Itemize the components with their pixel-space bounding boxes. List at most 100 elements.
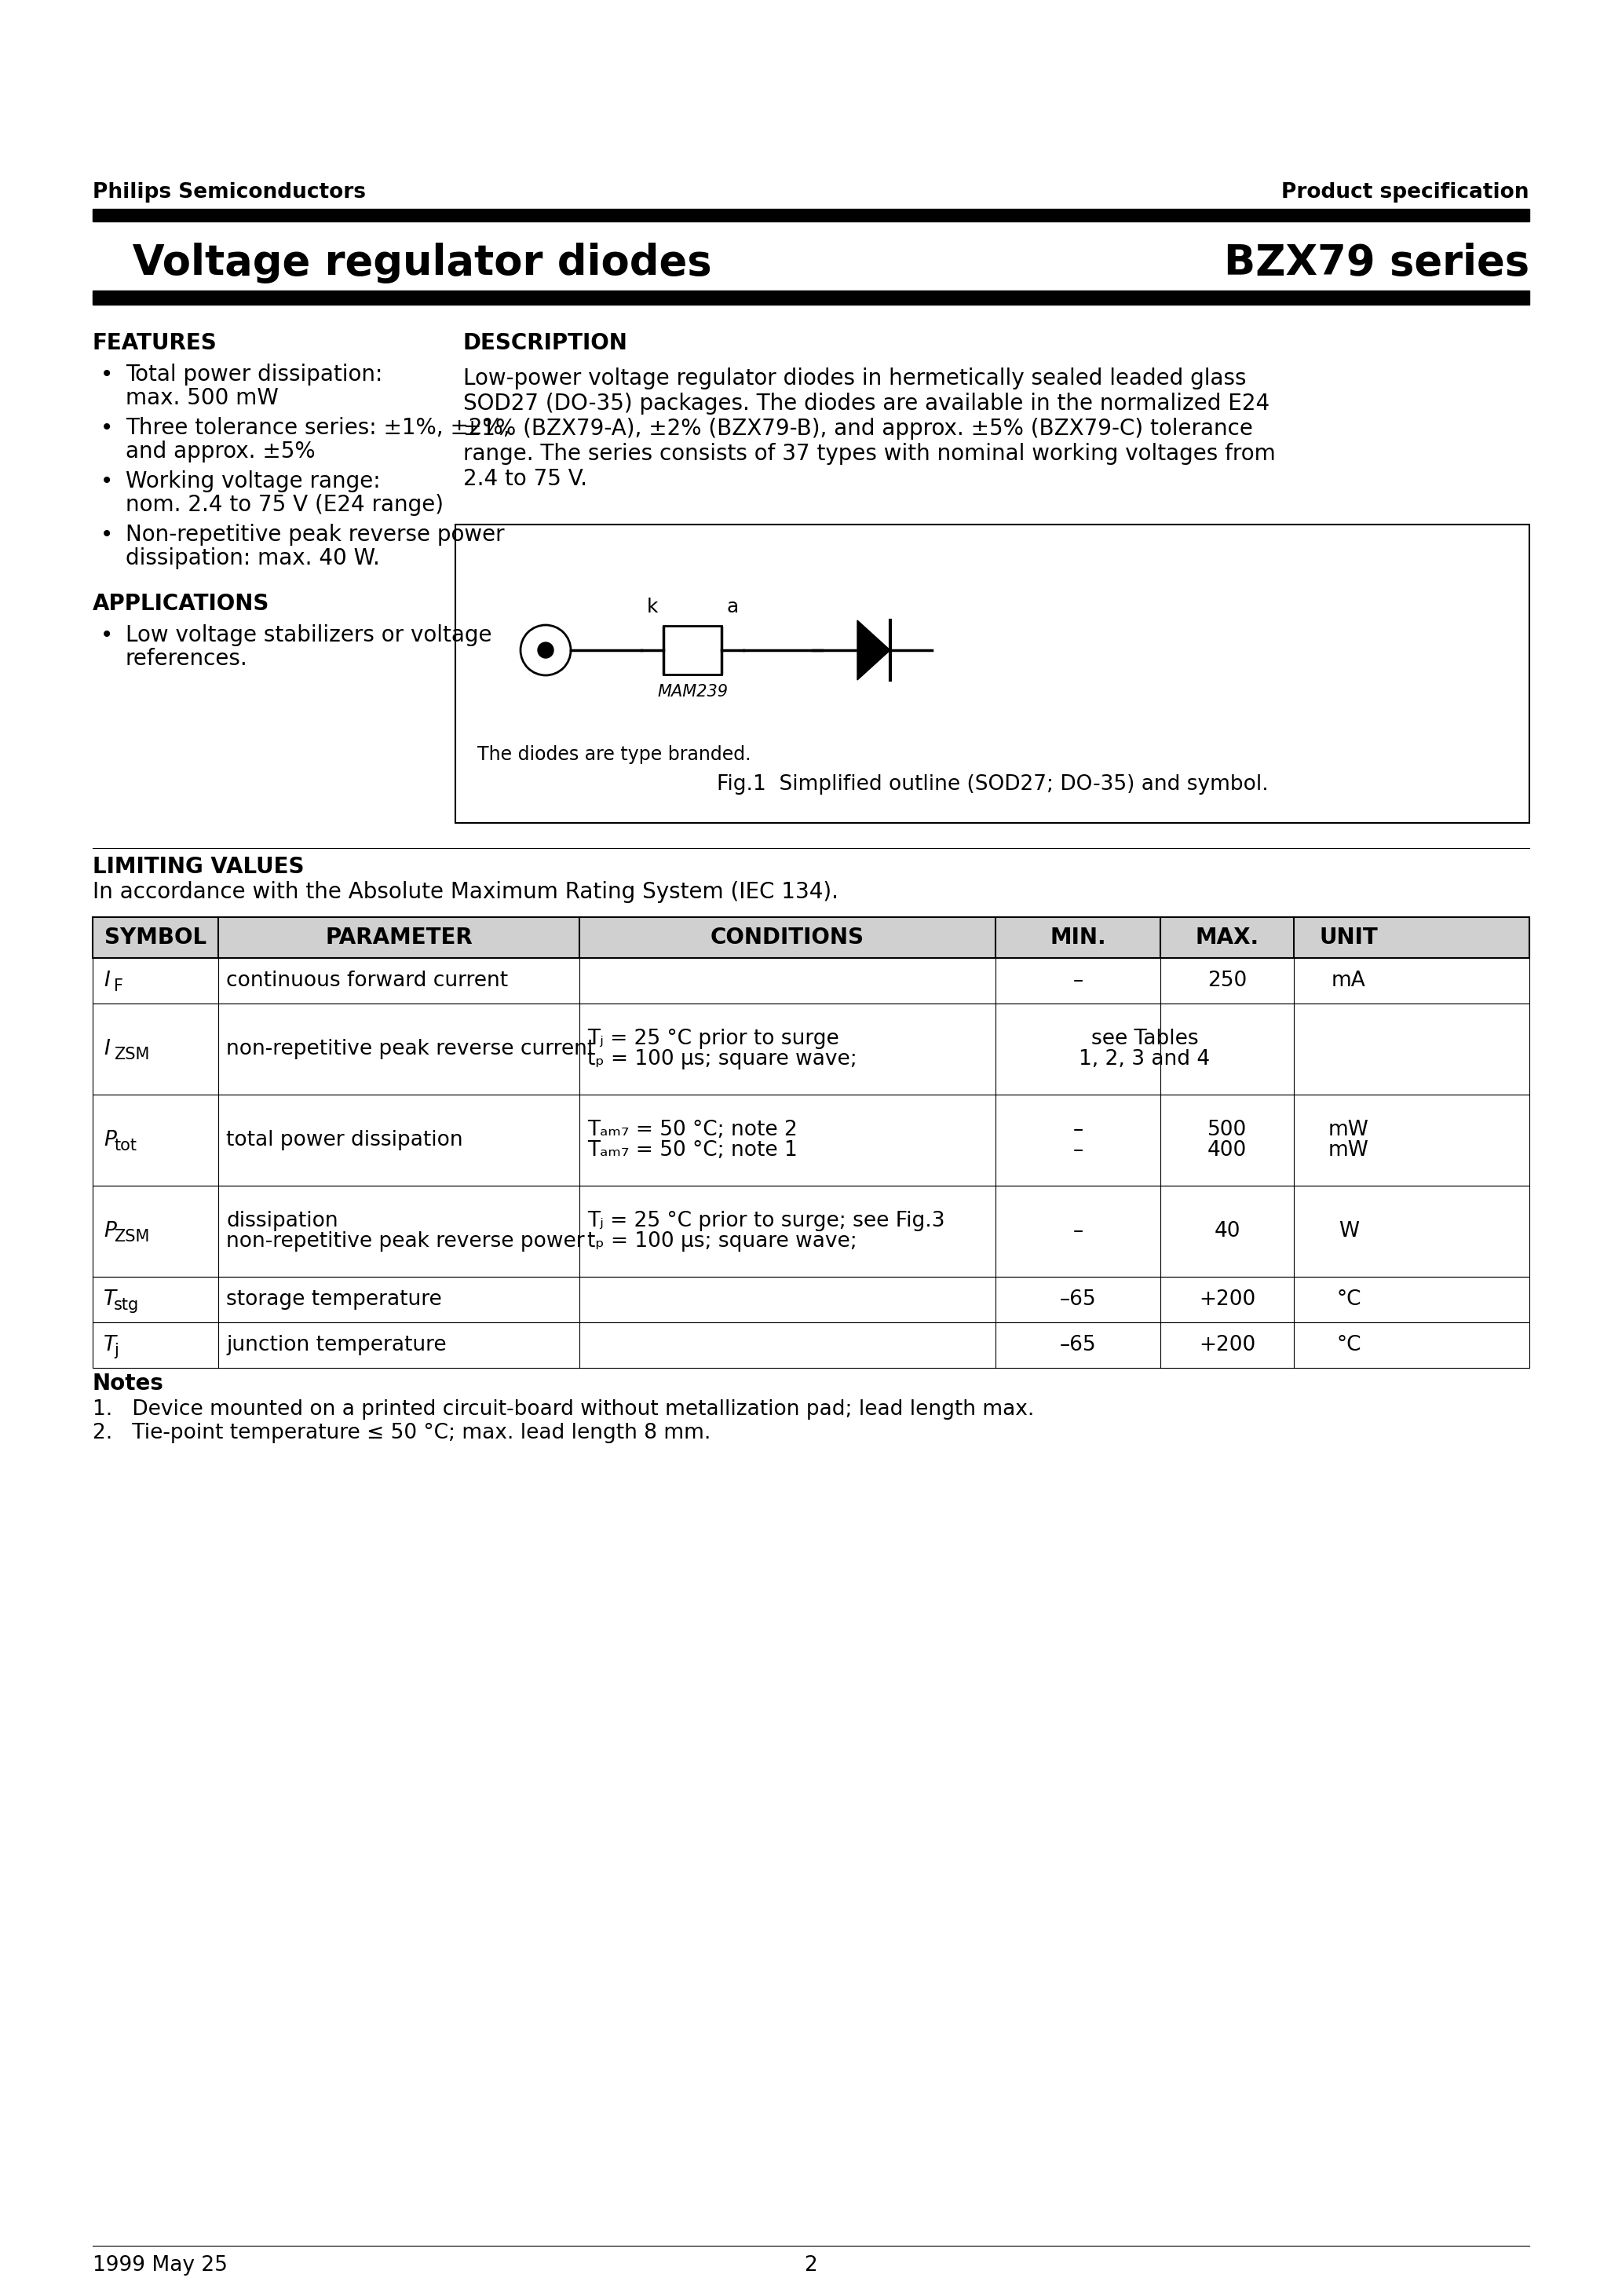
Text: •: • <box>101 418 114 439</box>
Text: Tⱼ = 25 °C prior to surge; see Fig.3: Tⱼ = 25 °C prior to surge; see Fig.3 <box>587 1210 946 1231</box>
Text: UNIT: UNIT <box>1319 928 1379 948</box>
Text: 1999 May 25: 1999 May 25 <box>92 2255 227 2275</box>
Text: +200: +200 <box>1199 1334 1255 1355</box>
Text: I: I <box>104 1038 110 1058</box>
Text: –65: –65 <box>1059 1334 1096 1355</box>
Text: Product specification: Product specification <box>1281 181 1530 202</box>
Text: 1, 2, 3 and 4: 1, 2, 3 and 4 <box>1079 1049 1210 1070</box>
Text: tot: tot <box>114 1139 136 1153</box>
Text: tₚ = 100 μs; square wave;: tₚ = 100 μs; square wave; <box>587 1049 856 1070</box>
Text: 400: 400 <box>1207 1141 1247 1159</box>
Text: Tⱼ = 25 °C prior to surge: Tⱼ = 25 °C prior to surge <box>587 1029 839 1049</box>
Text: 250: 250 <box>1207 971 1247 992</box>
Text: storage temperature: storage temperature <box>225 1290 441 1309</box>
Text: MAX.: MAX. <box>1195 928 1259 948</box>
Text: APPLICATIONS: APPLICATIONS <box>92 592 269 615</box>
Text: tₚ = 100 μs; square wave;: tₚ = 100 μs; square wave; <box>587 1231 856 1251</box>
Text: Tₐₘ₇ = 50 °C; note 2: Tₐₘ₇ = 50 °C; note 2 <box>587 1120 798 1141</box>
Text: –: – <box>1072 1120 1083 1141</box>
Text: Tₐₘ₇ = 50 °C; note 1: Tₐₘ₇ = 50 °C; note 1 <box>587 1141 798 1159</box>
Bar <box>92 1003 1530 1095</box>
Text: 1.   Device mounted on a printed circuit-board without metallization pad; lead l: 1. Device mounted on a printed circuit-b… <box>92 1398 1035 1419</box>
Bar <box>92 957 1530 1003</box>
Text: LIMITING VALUES: LIMITING VALUES <box>92 856 305 877</box>
Text: mW: mW <box>1328 1141 1369 1159</box>
Text: dissipation: max. 40 W.: dissipation: max. 40 W. <box>125 546 380 569</box>
Text: PARAMETER: PARAMETER <box>324 928 472 948</box>
Text: °C: °C <box>1337 1290 1361 1309</box>
Bar <box>92 1095 1530 1185</box>
Text: see Tables: see Tables <box>1092 1029 1199 1049</box>
Text: references.: references. <box>125 647 248 670</box>
Text: In accordance with the Absolute Maximum Rating System (IEC 134).: In accordance with the Absolute Maximum … <box>92 882 839 902</box>
Text: Working voltage range:: Working voltage range: <box>125 471 381 491</box>
Bar <box>92 1277 1530 1322</box>
Circle shape <box>539 643 553 659</box>
Text: CONDITIONS: CONDITIONS <box>710 928 865 948</box>
Text: W: W <box>1338 1221 1359 1242</box>
Text: ZSM: ZSM <box>114 1047 149 1063</box>
Text: –: – <box>1072 1221 1083 1242</box>
Text: ZSM: ZSM <box>114 1228 149 1244</box>
Bar <box>92 916 1530 957</box>
Text: non-repetitive peak reverse current: non-repetitive peak reverse current <box>225 1038 595 1058</box>
Text: nom. 2.4 to 75 V (E24 range): nom. 2.4 to 75 V (E24 range) <box>125 494 443 517</box>
Bar <box>92 916 1530 957</box>
Text: non-repetitive peak reverse power: non-repetitive peak reverse power <box>225 1231 584 1251</box>
Text: 2: 2 <box>805 2255 817 2275</box>
Text: Total power dissipation:: Total power dissipation: <box>125 363 383 386</box>
Text: °C: °C <box>1337 1334 1361 1355</box>
Text: Low-power voltage regulator diodes in hermetically sealed leaded glass: Low-power voltage regulator diodes in he… <box>464 367 1246 390</box>
Text: T: T <box>104 1290 117 1309</box>
Text: stg: stg <box>114 1297 139 1313</box>
Text: MIN.: MIN. <box>1049 928 1106 948</box>
Text: Voltage regulator diodes: Voltage regulator diodes <box>104 243 712 282</box>
Text: P: P <box>104 1130 117 1150</box>
Text: MAM239: MAM239 <box>657 684 728 700</box>
Bar <box>92 1322 1530 1368</box>
Text: ±1% (BZX79-A), ±2% (BZX79-B), and approx. ±5% (BZX79-C) tolerance: ±1% (BZX79-A), ±2% (BZX79-B), and approx… <box>464 418 1252 441</box>
Text: Three tolerance series: ±1%, ±2%,: Three tolerance series: ±1%, ±2%, <box>125 418 509 439</box>
Text: j: j <box>114 1343 118 1359</box>
Text: Fig.1  Simplified outline (SOD27; DO-35) and symbol.: Fig.1 Simplified outline (SOD27; DO-35) … <box>717 774 1268 794</box>
Text: +200: +200 <box>1199 1290 1255 1309</box>
Text: and approx. ±5%: and approx. ±5% <box>125 441 315 461</box>
Text: a: a <box>727 597 738 615</box>
Text: •: • <box>101 625 114 645</box>
Text: FEATURES: FEATURES <box>92 333 217 354</box>
Text: –: – <box>1072 971 1083 992</box>
Text: I: I <box>104 971 110 992</box>
Text: •: • <box>101 363 114 386</box>
Text: 2.   Tie-point temperature ≤ 50 °C; max. lead length 8 mm.: 2. Tie-point temperature ≤ 50 °C; max. l… <box>92 1424 710 1444</box>
Text: max. 500 mW: max. 500 mW <box>125 388 279 409</box>
Text: DESCRIPTION: DESCRIPTION <box>464 333 628 354</box>
Text: continuous forward current: continuous forward current <box>225 971 508 992</box>
Text: The diodes are type branded.: The diodes are type branded. <box>477 746 751 765</box>
Text: 40: 40 <box>1213 1221 1241 1242</box>
Text: P: P <box>104 1221 117 1242</box>
Text: –65: –65 <box>1059 1290 1096 1309</box>
Text: Notes: Notes <box>92 1373 164 1394</box>
Bar <box>92 1185 1530 1277</box>
Text: mW: mW <box>1328 1120 1369 1141</box>
Bar <box>92 209 1530 220</box>
Text: Philips Semiconductors: Philips Semiconductors <box>92 181 367 202</box>
Text: mA: mA <box>1332 971 1366 992</box>
Bar <box>456 523 1530 822</box>
Text: range. The series consists of 37 types with nominal working voltages from: range. The series consists of 37 types w… <box>464 443 1275 464</box>
Text: 500: 500 <box>1207 1120 1247 1141</box>
Text: SOD27 (DO-35) packages. The diodes are available in the normalized E24: SOD27 (DO-35) packages. The diodes are a… <box>464 393 1270 416</box>
Text: T: T <box>104 1334 117 1355</box>
Bar <box>663 627 722 675</box>
Text: BZX79 series: BZX79 series <box>1225 243 1530 282</box>
Text: Non-repetitive peak reverse power: Non-repetitive peak reverse power <box>125 523 504 546</box>
Text: F: F <box>114 978 123 994</box>
Text: dissipation: dissipation <box>225 1210 337 1231</box>
Text: 2.4 to 75 V.: 2.4 to 75 V. <box>464 468 587 489</box>
Text: •: • <box>101 471 114 491</box>
Text: –: – <box>1072 1141 1083 1159</box>
Text: total power dissipation: total power dissipation <box>225 1130 462 1150</box>
Text: k: k <box>647 597 659 615</box>
Text: Low voltage stabilizers or voltage: Low voltage stabilizers or voltage <box>125 625 491 645</box>
Text: •: • <box>101 523 114 546</box>
